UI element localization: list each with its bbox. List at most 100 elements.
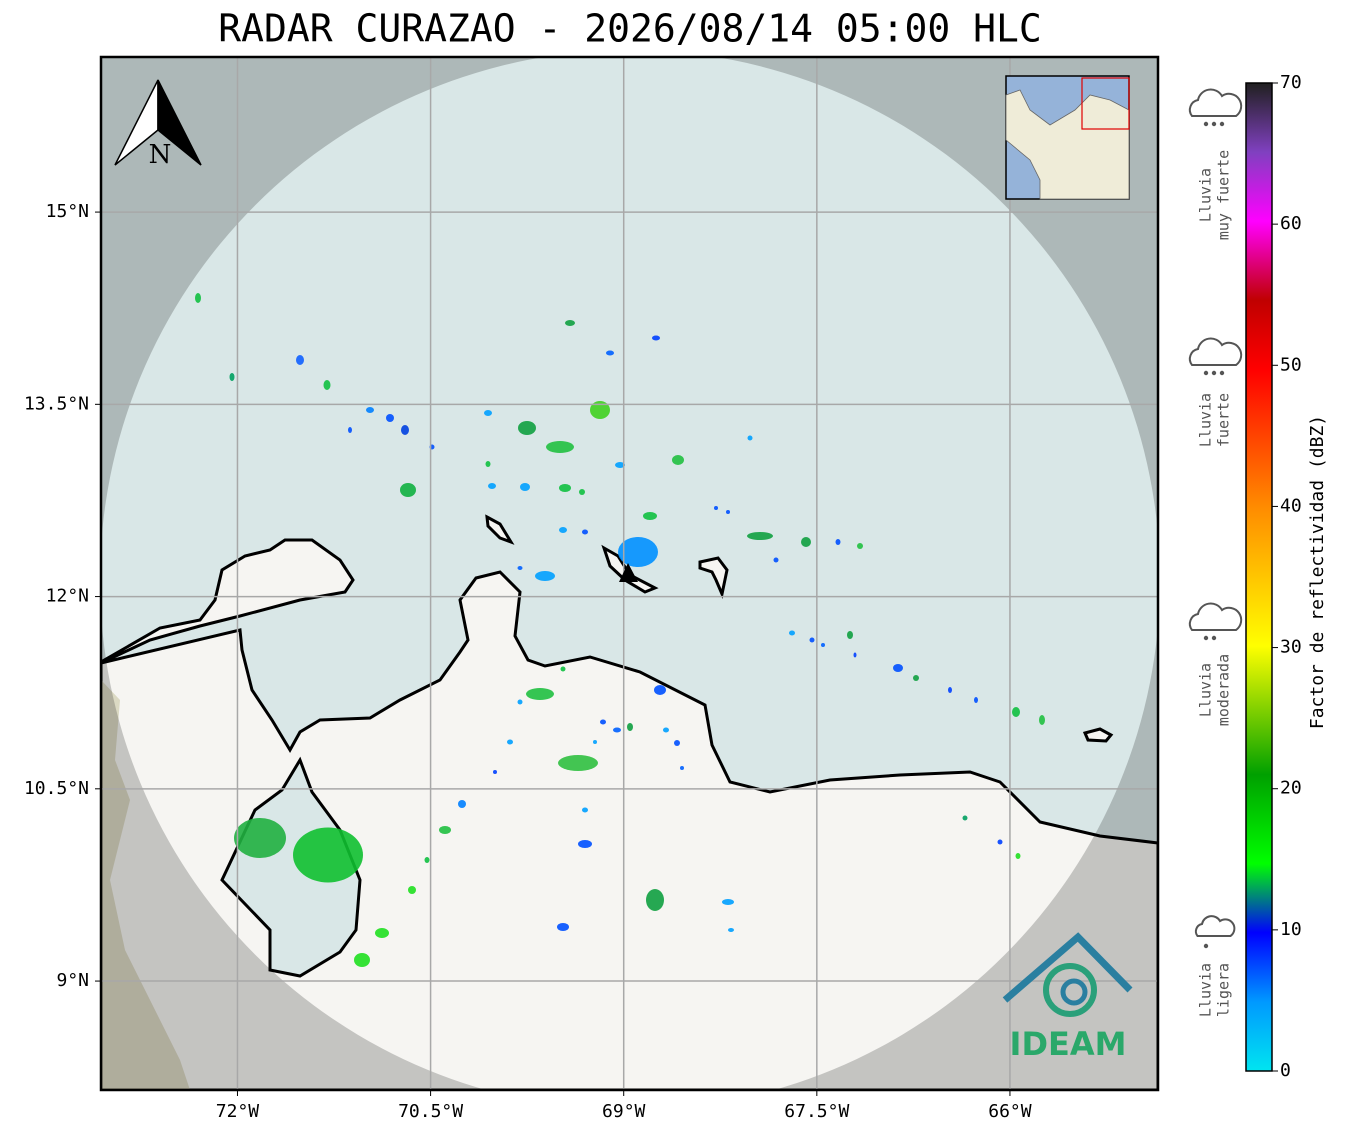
rain-icon [1188,337,1243,366]
north-arrow-right [157,79,202,166]
radar-echo [590,401,610,419]
logo-roof [1002,932,1133,1003]
radar-echo [646,889,664,911]
radar-echo [565,320,575,326]
radar-echo [962,815,968,821]
rain-label: Lluvia [1197,168,1215,222]
radar-echo [535,571,555,581]
radar-echo [366,407,374,413]
radar-echo [488,483,496,489]
radar-echo [229,373,235,381]
radar-echo [654,685,666,695]
radar-echo [893,664,903,672]
colorbar-tick-label: 40 [1280,495,1302,516]
radar-echo [517,566,523,570]
radar-echoes [195,293,1045,967]
rain-label: muy fuerte [1215,150,1233,240]
radar-echo [458,800,466,808]
inset-extent [1081,77,1130,130]
map-frame [99,55,1160,1092]
radar-echo [627,723,633,731]
rain-label: Lluvia [1197,663,1215,717]
radar-echo [375,928,389,938]
radar-echo [439,826,451,834]
radar-echo [582,529,588,535]
x-tick-label: 70.5°W [398,1101,463,1122]
colombia-region [101,680,190,1090]
radar-echo [400,483,416,497]
colorbar-tick-label: 0 [1280,1060,1291,1081]
radar-echo [484,410,492,416]
colorbar-tick-label: 10 [1280,919,1302,940]
radar-echo [974,697,978,703]
radar-echo [789,630,795,636]
radar-echo [663,727,669,733]
radar-echo [517,699,523,705]
radar-echo [672,455,684,465]
radar-echo [913,675,919,681]
logo-text: IDEAM [1010,1025,1127,1063]
radar-echo [997,839,1003,845]
radar-echo [293,827,363,883]
rain-label: Lluvia [1197,393,1215,447]
x-tick-label: 69°W [602,1101,646,1122]
rain-drop [1219,370,1225,376]
radar-echo [722,899,734,905]
radar-echo [559,484,571,492]
rain-label: fuerte [1215,393,1233,447]
radar-echo [582,807,588,813]
rain-drop [1211,370,1217,376]
radar-echo [557,923,569,931]
radar-echo [809,637,815,643]
radar-echo [296,355,304,365]
y-tick-label: 10.5°N [24,778,89,799]
rain-label: moderada [1215,654,1233,726]
radar-echo [801,537,811,547]
rain-drop [1203,635,1209,641]
radar-echo [714,506,718,510]
radar-echo [600,719,606,725]
radar-echo [613,727,621,733]
rain-icon [1188,88,1243,117]
rain-icon [1194,915,1236,937]
colorbar-tick-label: 30 [1280,637,1302,658]
radar-echo [354,953,370,967]
radar-echo [643,512,657,520]
rain-drop [1203,943,1209,949]
colorbar-tick-label: 20 [1280,778,1302,799]
radar-echo [1039,715,1045,725]
radar-echo [821,643,825,647]
colorbar-tick-label: 50 [1280,354,1302,375]
title: RADAR CURAZAO - 2026/08/14 05:00 HLC [218,7,1042,51]
radar-echo [348,427,352,433]
rain-icons [1188,88,1243,949]
x-tick-label: 72°W [216,1101,260,1122]
radar-echo [493,770,497,774]
y-tick-label: 12°N [46,586,89,607]
radar-echo [578,840,592,848]
radar-echo [747,532,773,540]
radar-echo [853,652,857,658]
radar-echo [507,739,513,745]
radar-echo [615,462,625,468]
rain-icon [1188,602,1243,631]
radar-echo [773,557,779,563]
radar-echo [558,755,598,771]
radar-echo [559,527,567,533]
radar-echo [323,380,331,390]
radar-echo [835,539,841,545]
colorbar [1245,82,1273,1072]
inset-land [1005,89,1130,200]
aruba [485,514,515,545]
colorbar-label: Factor de reflectividad (dBZ) [1307,415,1328,729]
radar-echo [546,441,574,453]
rain-drop [1219,121,1225,127]
radar-echo [386,414,394,422]
rain-label: ligera [1215,963,1233,1017]
radar-echo [857,543,863,549]
y-tick-label: 13.5°N [24,393,89,414]
radar-echo [485,461,491,467]
logo-swirl-inner [1060,978,1088,1006]
